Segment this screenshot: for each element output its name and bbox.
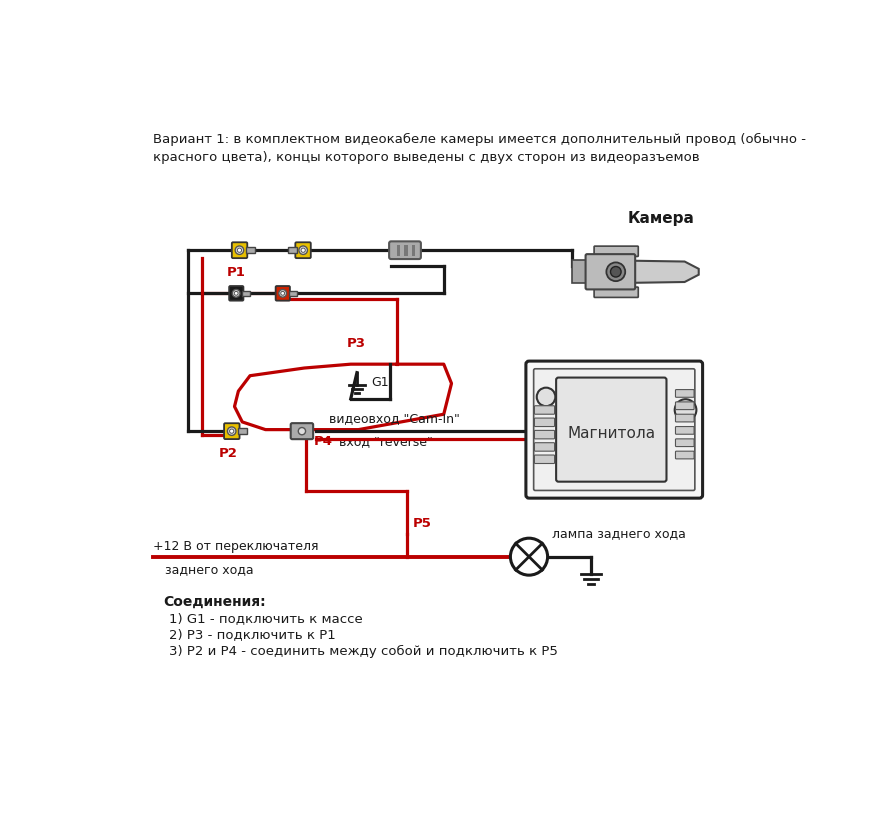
Circle shape [234, 291, 238, 296]
Text: P4: P4 [314, 435, 332, 448]
Text: 1) G1 - подключить к массе: 1) G1 - подключить к массе [169, 612, 362, 625]
Bar [288, 247, 296, 253]
FancyBboxPatch shape [535, 418, 554, 427]
Bar [242, 291, 250, 296]
FancyBboxPatch shape [594, 287, 638, 297]
Bar [572, 260, 591, 283]
FancyBboxPatch shape [276, 286, 290, 300]
Circle shape [674, 399, 697, 421]
Circle shape [301, 248, 305, 252]
Circle shape [510, 539, 547, 576]
FancyBboxPatch shape [389, 241, 421, 259]
Bar [289, 291, 296, 296]
Circle shape [281, 291, 285, 296]
FancyBboxPatch shape [291, 423, 313, 439]
FancyBboxPatch shape [675, 427, 694, 434]
Text: видеовход "Cam-In": видеовход "Cam-In" [329, 412, 460, 425]
Circle shape [227, 427, 236, 435]
FancyBboxPatch shape [295, 242, 311, 258]
Text: Соединения:: Соединения: [164, 595, 266, 609]
Text: Магнитола: Магнитола [568, 426, 655, 441]
Text: заднего хода: заднего хода [164, 563, 254, 576]
Text: Камера: Камера [628, 210, 694, 226]
Text: P3: P3 [347, 337, 366, 350]
Text: вход "reverse": вход "reverse" [339, 435, 433, 448]
Text: +12 В от переключателя: +12 В от переключателя [153, 540, 318, 553]
Bar [412, 245, 415, 255]
Circle shape [299, 246, 308, 255]
Text: P1: P1 [227, 266, 246, 278]
FancyBboxPatch shape [675, 415, 694, 422]
Bar [405, 245, 408, 255]
Polygon shape [591, 260, 698, 283]
FancyBboxPatch shape [594, 246, 638, 256]
FancyBboxPatch shape [585, 255, 636, 290]
Bar [397, 245, 400, 255]
Circle shape [298, 428, 306, 435]
FancyBboxPatch shape [229, 286, 243, 300]
Text: G1: G1 [371, 377, 389, 389]
FancyBboxPatch shape [675, 439, 694, 447]
Text: P5: P5 [413, 516, 431, 530]
FancyBboxPatch shape [675, 452, 694, 459]
FancyBboxPatch shape [675, 402, 694, 410]
FancyBboxPatch shape [675, 390, 694, 397]
Circle shape [611, 267, 621, 277]
FancyBboxPatch shape [535, 406, 554, 415]
FancyBboxPatch shape [535, 455, 554, 464]
Text: 2) P3 - подключить к P1: 2) P3 - подключить к P1 [169, 628, 335, 641]
Text: Вариант 1: в комплектном видеокабеле камеры имеется дополнительный провод (обычн: Вариант 1: в комплектном видеокабеле кам… [153, 133, 806, 164]
FancyBboxPatch shape [535, 443, 554, 452]
Text: лампа заднего хода: лампа заднего хода [552, 527, 686, 540]
FancyBboxPatch shape [556, 378, 667, 482]
Circle shape [237, 248, 241, 252]
Text: 3) P2 и P4 - соединить между собой и подключить к P5: 3) P2 и P4 - соединить между собой и под… [169, 644, 558, 658]
Circle shape [232, 290, 240, 297]
Circle shape [278, 290, 286, 297]
FancyBboxPatch shape [526, 361, 703, 498]
FancyBboxPatch shape [224, 424, 240, 439]
FancyBboxPatch shape [535, 430, 554, 439]
Bar [239, 429, 247, 434]
Bar [246, 247, 255, 253]
Circle shape [230, 429, 234, 433]
FancyBboxPatch shape [534, 369, 695, 490]
Circle shape [235, 246, 244, 255]
Circle shape [606, 263, 625, 281]
Circle shape [537, 388, 555, 406]
Text: P2: P2 [219, 447, 238, 460]
FancyBboxPatch shape [232, 242, 248, 258]
